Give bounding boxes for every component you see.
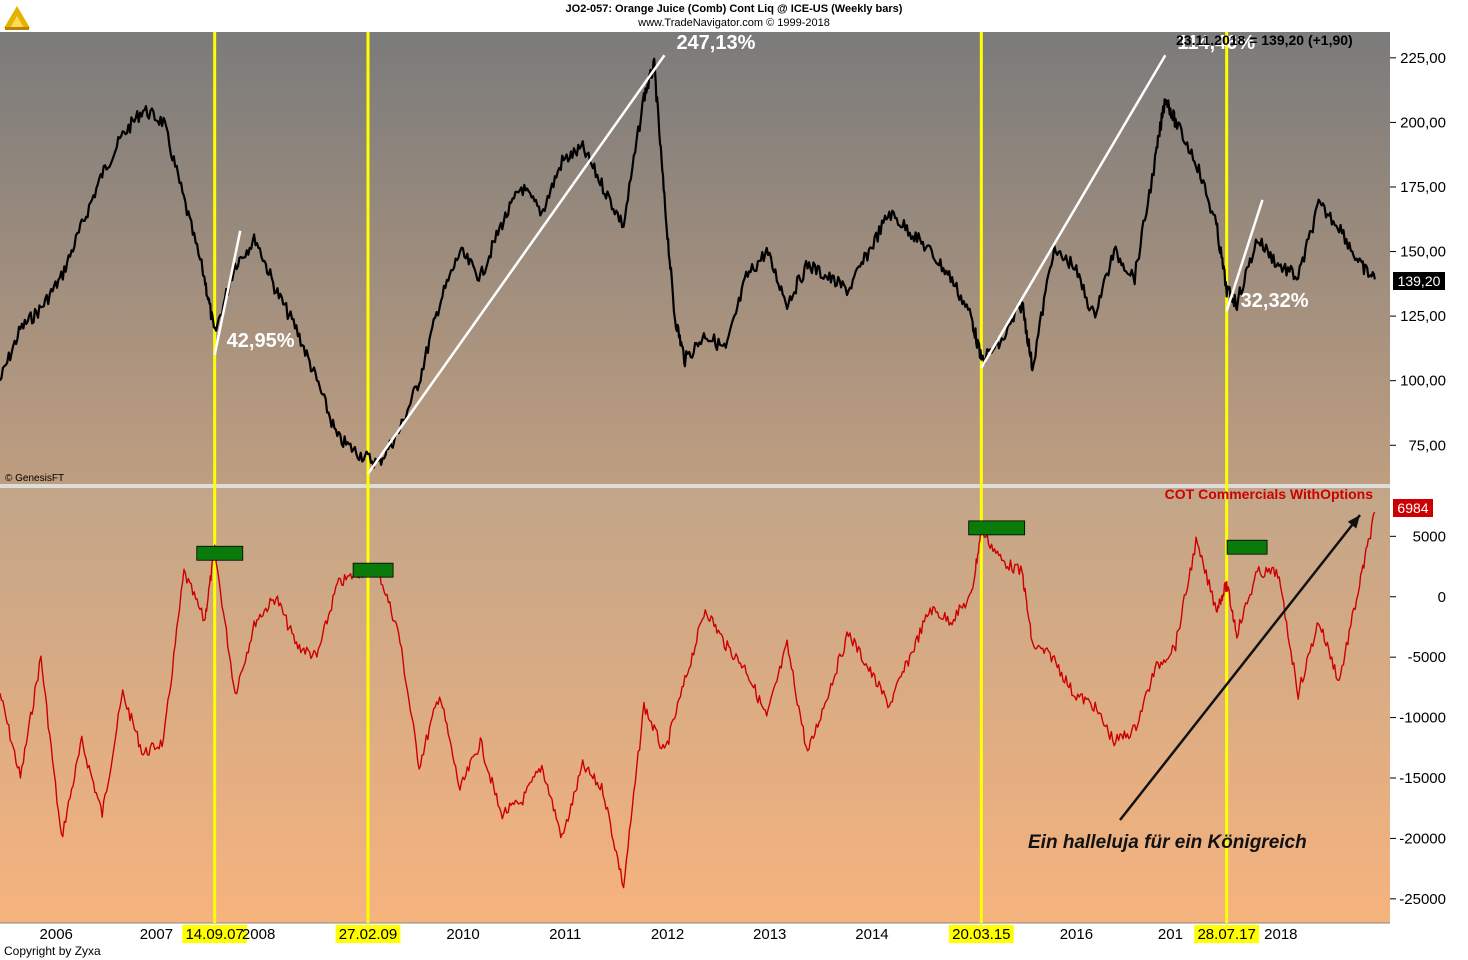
price-series [0, 57, 1376, 469]
x-tick-label: 2014 [855, 926, 888, 943]
cot-line [0, 511, 1376, 889]
marker-date-label: 20.03.15 [952, 926, 1010, 943]
price-line [0, 57, 1376, 469]
marker-date-bg [335, 925, 401, 943]
marker-date-label: 27.02.09 [339, 926, 397, 943]
y-tick-label: -5000 [1408, 649, 1446, 666]
annotation-arrow-line [1119, 514, 1361, 821]
marker-date-bg [1194, 925, 1260, 943]
x-tick-label: 2006 [40, 926, 73, 943]
marker-date-bg [948, 925, 1014, 943]
cot-box [352, 562, 394, 578]
y-tick-label: 75,00 [1408, 437, 1446, 454]
y-tick-label: -15000 [1399, 770, 1446, 787]
trade-navigator-logo-icon [2, 2, 32, 32]
cot-last-label: 6984 [1397, 500, 1428, 516]
y-tick-label: 175,00 [1400, 179, 1446, 196]
trend-line [1225, 199, 1264, 312]
cot-label: COT Commercials WithOptions [1165, 486, 1374, 502]
price-readout: 23.11.2018 = 139,20 (+1,90) [1176, 32, 1353, 48]
y-tick-label: -20000 [1399, 830, 1446, 847]
chart-subtitle: www.TradeNavigator.com © 1999-2018 [638, 17, 830, 29]
chart-title: JO2-057: Orange Juice (Comb) Cont Liq @ … [565, 3, 903, 15]
y-tick-label: 225,00 [1400, 50, 1446, 67]
annotation-arrow [1119, 514, 1361, 821]
y-tick-label: 100,00 [1400, 373, 1446, 390]
x-tick-label: 2010 [446, 926, 479, 943]
price-last-box [1393, 272, 1445, 290]
marker-date-label: 28.07.17 [1197, 926, 1255, 943]
annotation-text: Ein halleluja für ein Königreich [1028, 832, 1307, 853]
trend-line [980, 54, 1167, 369]
y-tick-label: 200,00 [1400, 114, 1446, 131]
y-tick-label: -25000 [1399, 891, 1446, 908]
copyright: Copyright by Zyxa [4, 944, 101, 958]
trend-percent-label: 42,95% [227, 330, 295, 352]
trend-percent-label: 32,32% [1241, 290, 1309, 312]
x-tick-label: 2007 [140, 926, 173, 943]
y-tick-label: 150,00 [1400, 244, 1446, 261]
y-axis-bg [1390, 32, 1468, 923]
trend-percent-label: 114,46% [1177, 32, 1255, 54]
panel-divider [0, 484, 1468, 488]
marker-date-label: 14.09.07 [185, 926, 243, 943]
y-tick-label: 125,00 [1400, 308, 1446, 325]
annotation-arrow-head [1347, 515, 1360, 529]
trend-line [213, 230, 242, 356]
x-tick-label: 2016 [1060, 926, 1093, 943]
x-axis-labels: 2006 2007 2008 2010 2011 2012 2013 2014 2016 201 2… [40, 926, 1298, 943]
cot-box [1226, 539, 1268, 555]
date-markers: 14.09.07 27.02.09 20.03.15 28.07.17 [182, 32, 1260, 943]
x-tick-label: 2018 [1264, 926, 1297, 943]
cot-box [196, 545, 244, 561]
cot-last-box [1393, 499, 1433, 517]
marker-date-bg [182, 925, 248, 943]
trend-percent-label: 247,13% [676, 32, 755, 54]
trend-line [366, 54, 666, 475]
price-panel-bg [0, 32, 1390, 484]
trend-lines: 42,95% 247,13% 114,46% 32,32% [213, 32, 1309, 475]
y-axis-ticks: 75,00 100,00 125,00 150,00 175,00 200,00 225,0… [1390, 50, 1446, 908]
x-tick-label: 2012 [651, 926, 684, 943]
x-tick-label: 2013 [753, 926, 786, 943]
cot-boxes [196, 520, 1268, 578]
y-tick-label: -10000 [1399, 710, 1446, 727]
y-tick-label: 5000 [1413, 528, 1446, 545]
x-tick-label: 2011 [549, 926, 581, 943]
x-tick-label: 2008 [242, 926, 275, 943]
price-last-label: 139,20 [1398, 273, 1441, 289]
cot-box [968, 520, 1026, 536]
genesis-label: © GenesisFT [5, 473, 64, 484]
x-tick-label: 201 [1158, 926, 1183, 943]
cot-series [0, 511, 1376, 889]
y-tick-label: 0 [1438, 589, 1446, 606]
